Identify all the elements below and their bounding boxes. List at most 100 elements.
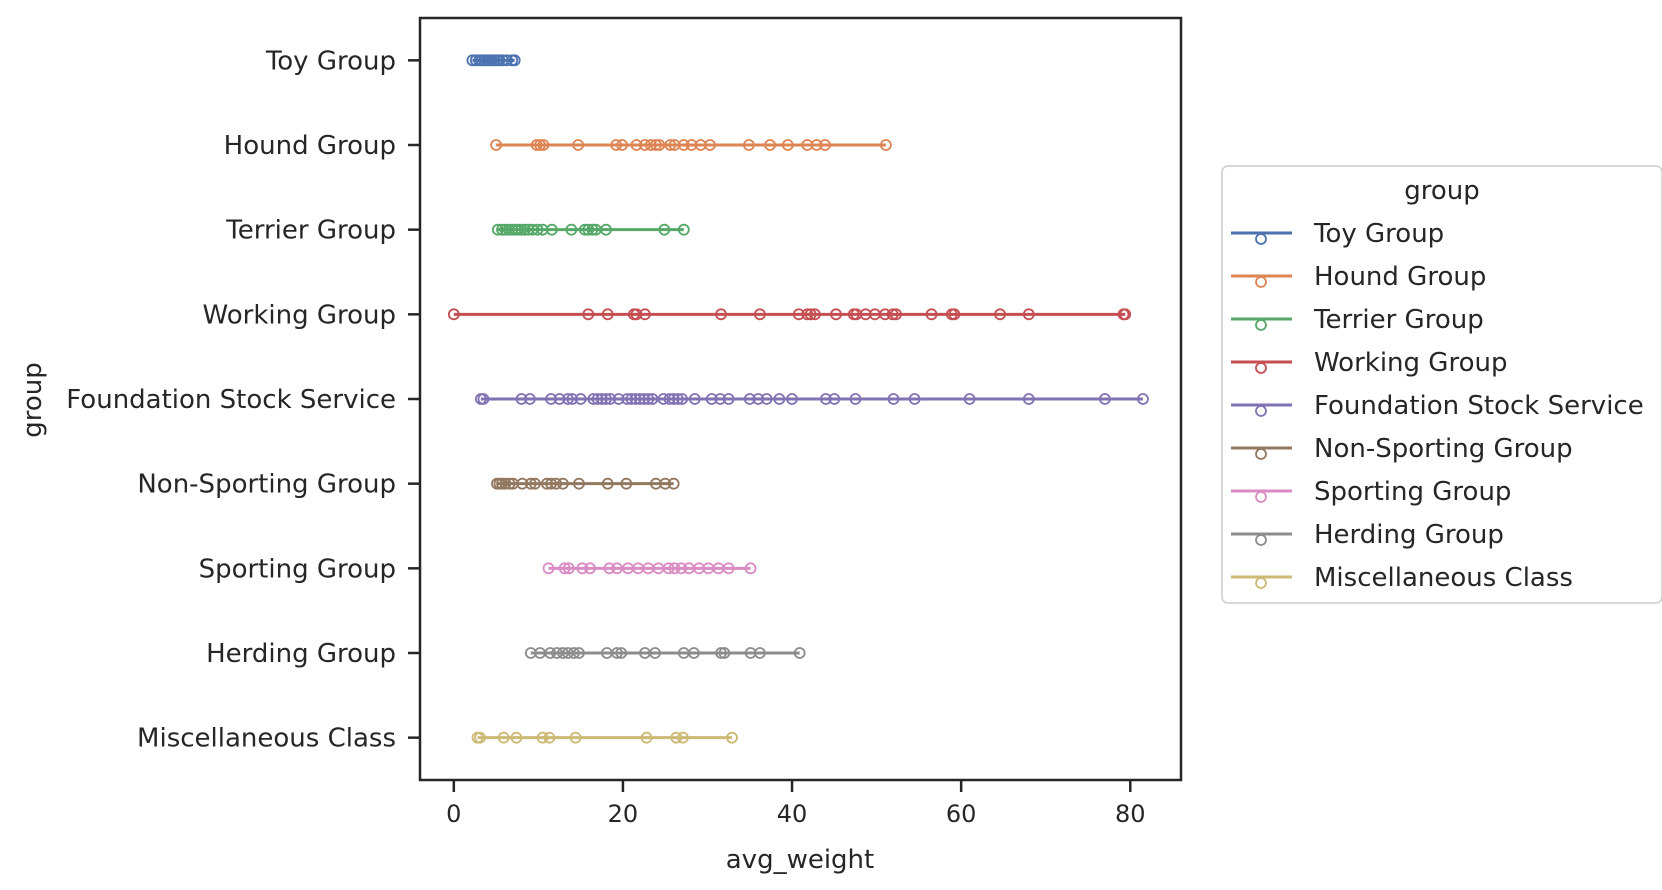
legend-entry: Non-Sporting Group bbox=[1231, 434, 1573, 464]
data-point bbox=[529, 477, 541, 490]
data-point bbox=[886, 308, 899, 321]
data-point bbox=[578, 223, 591, 236]
data-point bbox=[676, 393, 689, 405]
series-5 bbox=[474, 393, 1149, 405]
data-point bbox=[726, 731, 738, 744]
legend: group Toy Group Hound Group Terrier Group W… bbox=[1221, 165, 1662, 604]
data-point bbox=[595, 393, 608, 405]
data-point bbox=[503, 477, 516, 490]
data-point bbox=[1099, 393, 1111, 405]
data-point bbox=[1022, 393, 1035, 405]
data-point bbox=[677, 139, 690, 151]
data-point bbox=[704, 139, 716, 151]
legend-label: Terrier Group bbox=[1313, 305, 1484, 335]
data-point bbox=[948, 308, 961, 321]
data-point bbox=[576, 562, 589, 575]
data-point bbox=[572, 139, 585, 151]
data-point bbox=[994, 308, 1006, 321]
data-point bbox=[630, 139, 643, 151]
data-point bbox=[718, 647, 731, 659]
legend-box bbox=[1221, 165, 1662, 604]
data-point bbox=[620, 477, 633, 490]
y-tick-label: Terrier Group bbox=[225, 216, 396, 246]
data-point bbox=[496, 477, 508, 490]
data-point bbox=[497, 731, 510, 744]
data-point bbox=[722, 393, 735, 405]
data-point bbox=[469, 54, 482, 67]
data-point bbox=[542, 562, 555, 575]
data-point bbox=[600, 223, 612, 236]
data-point bbox=[493, 54, 506, 67]
data-point bbox=[567, 647, 580, 659]
data-point bbox=[743, 139, 755, 151]
data-point bbox=[638, 393, 650, 405]
data-point bbox=[801, 308, 814, 321]
data-point bbox=[764, 139, 776, 151]
series-1 bbox=[466, 54, 521, 67]
data-point bbox=[887, 393, 900, 405]
data-point bbox=[879, 308, 891, 321]
series-6 bbox=[491, 477, 680, 490]
data-point bbox=[545, 477, 557, 490]
data-point bbox=[586, 223, 599, 236]
data-point bbox=[611, 562, 623, 575]
data-point bbox=[658, 223, 671, 236]
legend-label: Foundation Stock Service bbox=[1314, 391, 1644, 421]
y-tick-label: Sporting Group bbox=[199, 554, 396, 584]
data-point bbox=[722, 562, 735, 575]
data-point bbox=[810, 139, 823, 151]
data-point bbox=[659, 477, 672, 490]
data-point bbox=[501, 54, 513, 67]
y-tick-label: Hound Group bbox=[224, 131, 396, 161]
series-7 bbox=[542, 562, 757, 575]
legend-marker bbox=[1255, 233, 1267, 245]
data-point bbox=[574, 393, 587, 405]
legend-entry: Hound Group bbox=[1231, 262, 1486, 292]
data-point bbox=[639, 308, 651, 321]
data-point bbox=[644, 139, 657, 151]
data-point bbox=[677, 223, 690, 236]
data-point bbox=[743, 393, 756, 405]
data-point bbox=[908, 393, 921, 405]
data-point bbox=[556, 477, 569, 490]
data-point bbox=[804, 308, 817, 321]
data-point bbox=[715, 308, 727, 321]
data-point bbox=[477, 393, 490, 405]
data-point bbox=[786, 393, 798, 405]
legend-label: Hound Group bbox=[1314, 262, 1486, 292]
x-tick-label: 20 bbox=[608, 800, 639, 828]
data-point bbox=[447, 308, 460, 321]
data-point bbox=[828, 393, 841, 405]
data-point bbox=[524, 477, 537, 490]
data-point bbox=[553, 393, 566, 405]
x-tick-label: 0 bbox=[446, 800, 461, 828]
legend-marker bbox=[1255, 319, 1267, 331]
data-point bbox=[667, 393, 680, 405]
data-point bbox=[621, 393, 634, 405]
data-point bbox=[601, 308, 614, 321]
legend-entries: Toy Group Hound Group Terrier Group Working… bbox=[1231, 219, 1644, 593]
data-point bbox=[491, 223, 504, 236]
data-point bbox=[773, 393, 786, 405]
data-point bbox=[544, 647, 557, 659]
legend-entry: Sporting Group bbox=[1231, 477, 1511, 507]
data-point bbox=[601, 477, 614, 490]
data-point bbox=[536, 731, 549, 744]
data-point bbox=[474, 731, 486, 744]
data-point bbox=[587, 393, 600, 405]
data-point bbox=[744, 562, 757, 575]
data-point bbox=[808, 308, 821, 321]
data-point bbox=[569, 731, 582, 744]
series-4 bbox=[447, 308, 1132, 321]
data-point bbox=[534, 139, 546, 151]
data-point bbox=[760, 393, 773, 405]
y-tick-label: Foundation Stock Service bbox=[66, 385, 396, 415]
legend-label: Miscellaneous Class bbox=[1314, 563, 1573, 593]
legend-entry: Herding Group bbox=[1231, 520, 1504, 550]
legend-label: Non-Sporting Group bbox=[1314, 434, 1573, 464]
data-point bbox=[646, 393, 659, 405]
data-point bbox=[573, 477, 585, 490]
data-point bbox=[610, 139, 623, 151]
y-tick-label: Herding Group bbox=[206, 639, 396, 669]
series-8 bbox=[524, 647, 806, 659]
